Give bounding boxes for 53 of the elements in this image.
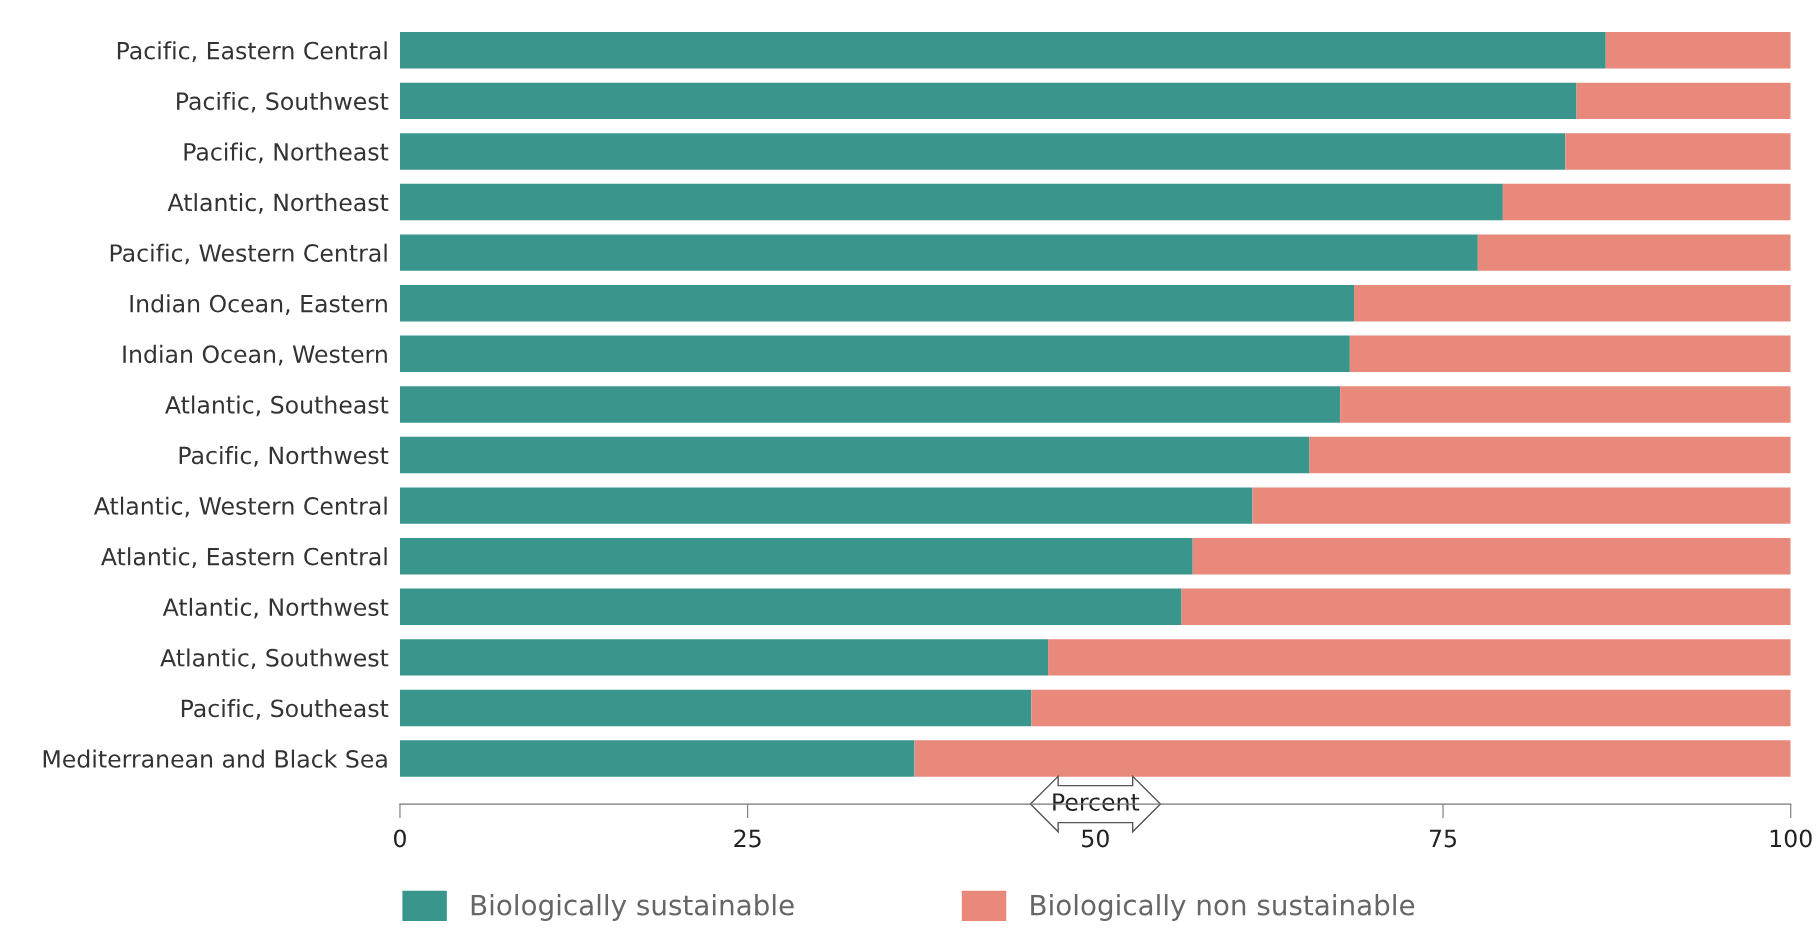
bar bbox=[1605, 32, 1791, 69]
bar bbox=[399, 32, 1606, 69]
y-tick-label: Pacific, Eastern Central bbox=[117, 41, 387, 62]
bar bbox=[1340, 386, 1791, 423]
bar bbox=[399, 183, 1503, 221]
y-tick-label: Atlantic, Northeast bbox=[167, 193, 389, 214]
bar bbox=[399, 487, 1253, 524]
y-tick-label: Atlantic, Northwest bbox=[162, 597, 389, 619]
legend-label: Biologically sustainable bbox=[471, 894, 794, 921]
y-tick-label: Pacific, Western Central bbox=[110, 243, 387, 265]
bar bbox=[1192, 537, 1791, 575]
x-tick-label: 0 bbox=[394, 829, 406, 848]
y-tick-label: Atlantic, Southwest bbox=[160, 648, 389, 670]
bar bbox=[399, 285, 1355, 322]
bar bbox=[399, 234, 1478, 271]
bar bbox=[1181, 588, 1791, 625]
bar bbox=[399, 537, 1193, 575]
x-tick-label: 25 bbox=[734, 829, 761, 848]
x-tick-label: 100 bbox=[1770, 829, 1812, 848]
bar bbox=[1252, 487, 1791, 524]
bar bbox=[1048, 639, 1791, 676]
y-tick-label: Atlantic, Southeast bbox=[165, 395, 389, 417]
bar bbox=[399, 436, 1310, 474]
bar bbox=[399, 133, 1566, 170]
bar bbox=[399, 82, 1577, 120]
x-tick-label: 75 bbox=[1429, 829, 1456, 848]
bar bbox=[399, 386, 1341, 423]
bar bbox=[1349, 335, 1791, 373]
bar bbox=[399, 639, 1049, 676]
bar bbox=[1354, 285, 1791, 322]
y-tick-label: Indian Ocean, Eastern bbox=[130, 294, 387, 315]
bar bbox=[399, 689, 1032, 727]
x-tick-label: 50 bbox=[1082, 829, 1109, 848]
bar bbox=[1576, 82, 1791, 120]
bar bbox=[399, 588, 1182, 625]
y-tick-label: Pacific, Southeast bbox=[181, 699, 389, 720]
bar bbox=[1477, 234, 1791, 271]
bar bbox=[1502, 183, 1791, 221]
bar bbox=[1309, 436, 1791, 474]
y-tick-label: Mediterranean and Black Sea bbox=[43, 749, 387, 768]
bar bbox=[399, 740, 915, 777]
y-tick-label: Indian Ocean, Western bbox=[123, 344, 387, 366]
bar bbox=[1565, 133, 1791, 170]
y-tick-label: Pacific, Northwest bbox=[179, 446, 389, 467]
bar bbox=[914, 740, 1791, 777]
bar bbox=[1031, 689, 1791, 727]
y-tick-label: Pacific, Southwest bbox=[177, 91, 389, 113]
y-tick-label: Atlantic, Western Central bbox=[93, 496, 387, 518]
bar bbox=[399, 335, 1350, 373]
legend-label: Biologically non sustainable bbox=[1031, 894, 1415, 921]
y-tick-label: Pacific, Northeast bbox=[184, 142, 389, 164]
y-tick-label: Atlantic, Eastern Central bbox=[101, 547, 387, 568]
x-axis-title: Percent bbox=[1053, 793, 1140, 811]
